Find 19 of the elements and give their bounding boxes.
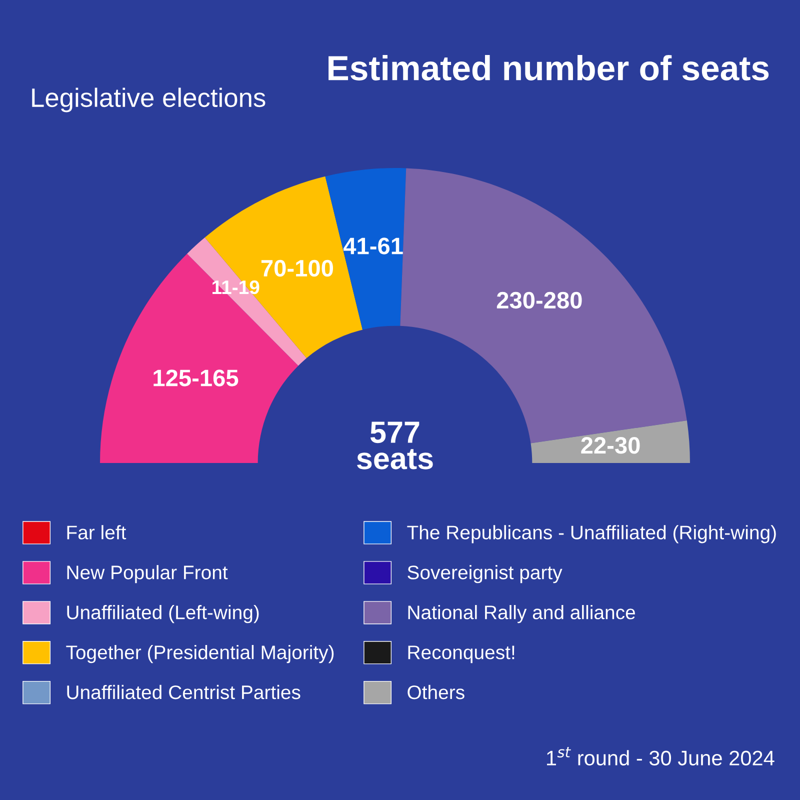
data-label: 41-61 bbox=[343, 238, 403, 254]
data-label: 125-165 bbox=[154, 370, 238, 386]
legend-label: Together (Presidential Majority) bbox=[66, 644, 334, 664]
text: 577 seats bbox=[357, 422, 433, 470]
legend-label: The Republicans - Unaffiliated (Right-wing) bbox=[407, 525, 776, 544]
text: 1$^{st}$ round - 30 June 2024 bbox=[547, 747, 774, 766]
chart-subtitle: Legislative elections bbox=[32, 88, 266, 112]
legend-label: Far left bbox=[67, 525, 126, 540]
legend-label: National Rally and alliance bbox=[408, 605, 636, 624]
legend-label: Unaffiliated (Left-wing) bbox=[67, 605, 259, 624]
data-label: 22-30 bbox=[581, 437, 640, 454]
data-label: 70-100 bbox=[261, 260, 333, 277]
legend-label: Others bbox=[408, 684, 464, 700]
chart-title: Estimated number of seats bbox=[328, 55, 769, 81]
data-label: 230-280 bbox=[496, 292, 582, 309]
legend-label: Unaffiliated Centrist Parties bbox=[67, 684, 300, 700]
legend-label: Sovereignist party bbox=[408, 565, 562, 584]
legend-label: Reconquest! bbox=[408, 646, 514, 664]
legend-label: New Popular Front bbox=[67, 565, 228, 584]
